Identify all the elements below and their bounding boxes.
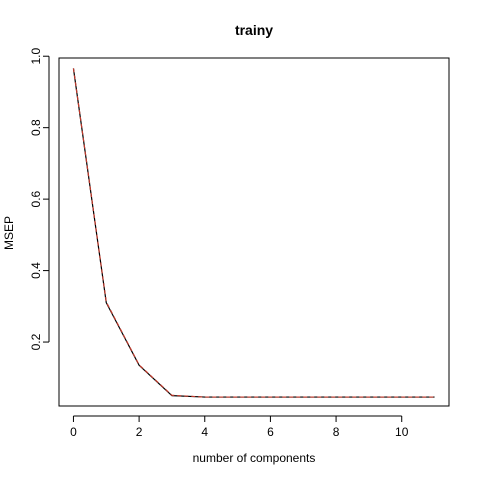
y-tick-label: 1.0 (29, 48, 43, 65)
series-line-2 (72, 68, 435, 398)
x-tick-label: 4 (201, 425, 208, 439)
series-line-1 (72, 68, 435, 398)
x-tick-label: 6 (267, 425, 274, 439)
chart-title: trainy (235, 22, 273, 38)
plot-box (58, 57, 450, 407)
y-tick-label: 0.2 (29, 333, 43, 350)
y-axis-label: MSEP (2, 216, 16, 250)
y-tick-label: 0.6 (29, 190, 43, 207)
x-tick-label: 2 (136, 425, 143, 439)
x-tick-label: 10 (395, 425, 409, 439)
series-layer (72, 68, 435, 398)
x-axis: 0 2 4 6 8 10 (70, 415, 409, 439)
y-tick-label: 0.4 (29, 262, 43, 279)
x-tick-label: 0 (70, 425, 77, 439)
x-tick-label: 8 (333, 425, 340, 439)
x-axis-label: number of components (193, 451, 316, 465)
y-tick-label: 0.8 (29, 119, 43, 136)
y-axis: 0.2 0.4 0.6 0.8 1.0 (29, 48, 50, 350)
